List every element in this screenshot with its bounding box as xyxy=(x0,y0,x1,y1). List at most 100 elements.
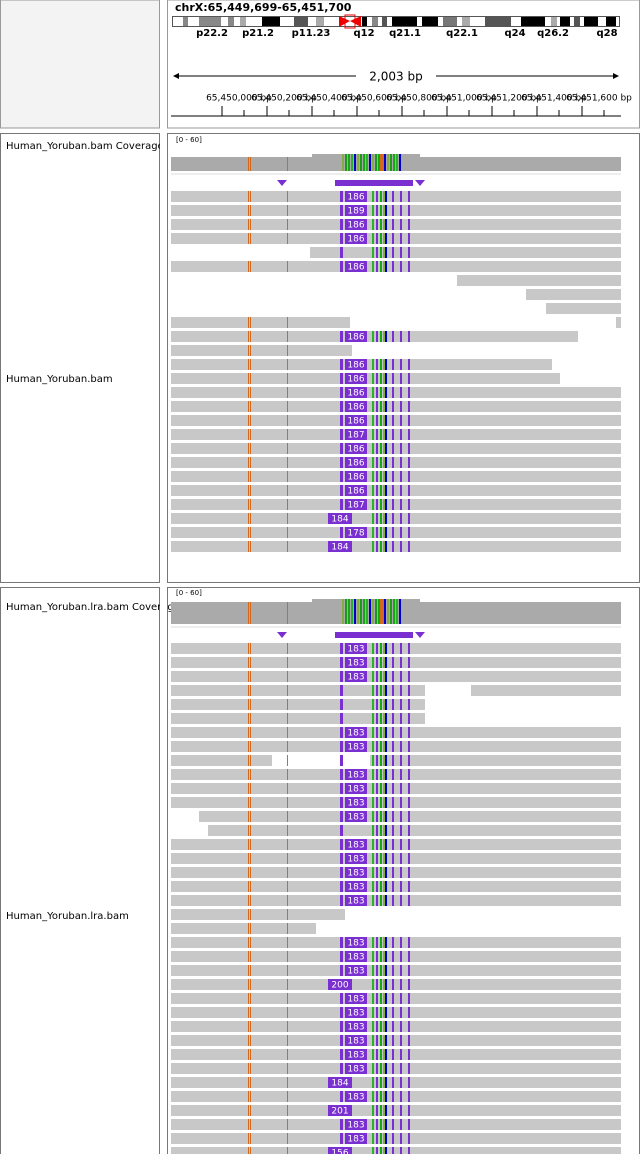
variant xyxy=(408,233,410,244)
variant xyxy=(340,811,343,822)
mismatch xyxy=(287,979,288,990)
variant xyxy=(392,699,394,710)
insertion-label: 183 xyxy=(347,953,364,963)
variant xyxy=(385,657,387,668)
coverage-mismatch xyxy=(354,154,356,171)
variant xyxy=(408,205,410,216)
variant xyxy=(372,951,374,962)
read xyxy=(171,401,621,412)
variant xyxy=(376,853,378,864)
variant xyxy=(383,895,385,906)
mismatch xyxy=(287,993,288,1004)
read-row xyxy=(546,303,621,314)
mismatch xyxy=(287,811,288,822)
mismatch xyxy=(287,923,288,934)
variant xyxy=(408,755,410,766)
variant xyxy=(408,1049,410,1060)
mismatch xyxy=(287,937,288,948)
read xyxy=(171,965,621,976)
insertion xyxy=(345,895,367,906)
variant xyxy=(408,359,410,370)
mismatch xyxy=(287,727,288,738)
variant xyxy=(400,471,402,482)
insertion xyxy=(345,261,367,272)
insertion-label: 183 xyxy=(347,799,364,809)
mismatch xyxy=(287,359,288,370)
read xyxy=(616,317,621,328)
read xyxy=(171,867,621,878)
variant xyxy=(385,895,387,906)
variant xyxy=(392,1077,394,1088)
variant xyxy=(392,527,394,538)
mismatch xyxy=(287,1091,288,1102)
ideogram xyxy=(172,14,620,29)
insertion xyxy=(345,443,367,454)
insertion-label: 184 xyxy=(331,1079,348,1089)
coverage-mismatch xyxy=(363,154,365,171)
read-row: 186 xyxy=(171,331,578,343)
variant xyxy=(380,853,382,864)
variant xyxy=(400,797,402,808)
track-name: Human_Yoruban.bam Coverage xyxy=(6,141,164,152)
variant xyxy=(392,1133,394,1144)
variant xyxy=(408,1105,410,1116)
band xyxy=(294,17,308,26)
variant xyxy=(383,769,385,780)
insertion xyxy=(345,797,367,808)
variant xyxy=(400,1119,402,1130)
variant xyxy=(400,671,402,682)
variant xyxy=(408,797,410,808)
variant xyxy=(376,1091,378,1102)
mismatch xyxy=(250,373,251,384)
read-row: 187 xyxy=(171,429,621,441)
variant xyxy=(340,1119,343,1130)
variant xyxy=(376,825,378,836)
coverage xyxy=(171,154,621,175)
variant xyxy=(383,261,385,272)
variant xyxy=(376,513,378,524)
variant xyxy=(392,1021,394,1032)
mismatch xyxy=(248,699,249,710)
variant xyxy=(372,1119,374,1130)
coverage-mismatch xyxy=(348,599,350,624)
insertion xyxy=(328,1105,352,1116)
insertion xyxy=(345,205,367,216)
mismatch xyxy=(248,233,249,244)
mismatch xyxy=(250,1077,251,1088)
read xyxy=(171,1021,621,1032)
variant xyxy=(376,457,378,468)
insertion-marker xyxy=(335,180,413,186)
insertion-label: 186 xyxy=(347,235,364,245)
variant xyxy=(372,457,374,468)
variant xyxy=(383,429,385,440)
coverage-mismatch xyxy=(372,599,374,624)
insertion xyxy=(345,1063,367,1074)
variant xyxy=(340,993,343,1004)
variant xyxy=(385,1007,387,1018)
mismatch xyxy=(287,219,288,230)
variant xyxy=(408,727,410,738)
variant xyxy=(380,1049,382,1060)
mismatch xyxy=(248,923,249,934)
read-row xyxy=(171,923,316,934)
insertion-label: 156 xyxy=(331,1149,348,1154)
mismatch xyxy=(287,471,288,482)
variant xyxy=(408,643,410,654)
mismatch xyxy=(250,727,251,738)
track-name-panel xyxy=(0,587,160,1154)
read-row: 183 xyxy=(171,797,621,809)
insertion-label: 184 xyxy=(331,543,348,553)
read-row: 183 xyxy=(171,671,621,683)
variant xyxy=(372,247,374,258)
mismatch xyxy=(248,191,249,202)
mismatch xyxy=(248,727,249,738)
variant xyxy=(340,401,343,412)
variant xyxy=(400,247,402,258)
variant xyxy=(408,811,410,822)
mismatch xyxy=(287,205,288,216)
variant xyxy=(392,1035,394,1046)
read xyxy=(171,909,345,920)
variant xyxy=(376,261,378,272)
variant xyxy=(380,247,382,258)
variant xyxy=(340,429,343,440)
